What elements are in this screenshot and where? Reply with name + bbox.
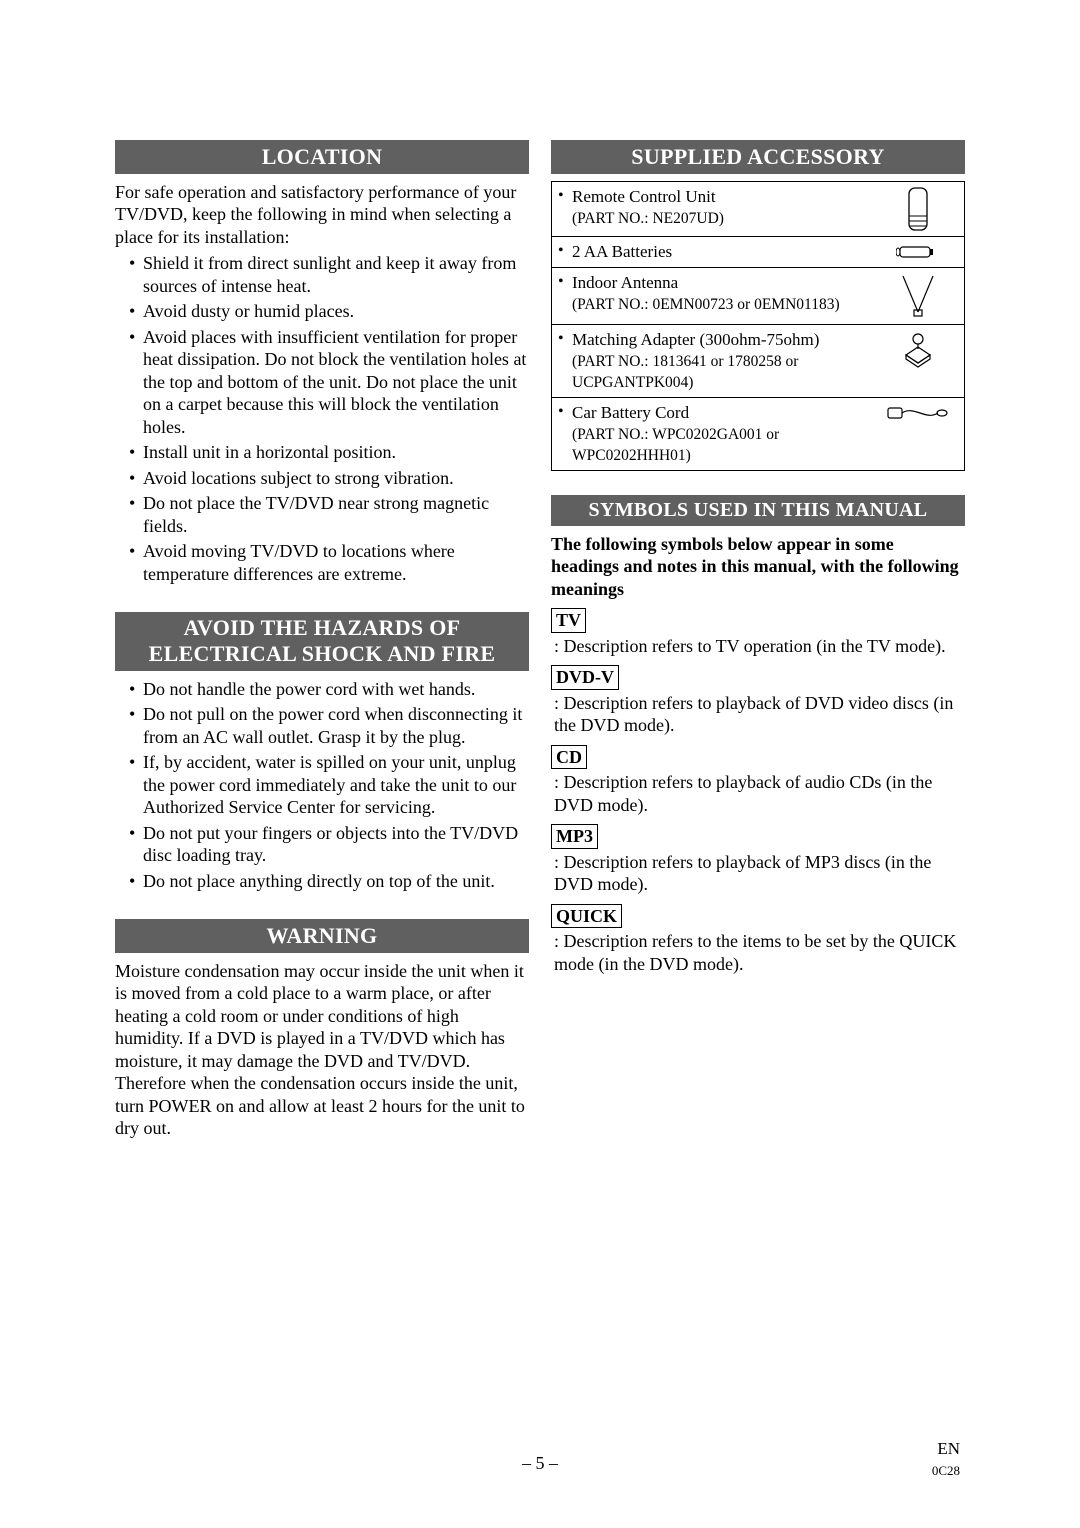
symbol-desc: : Description refers to TV operation (in… — [554, 635, 965, 658]
location-header: LOCATION — [115, 140, 529, 174]
list-item: Avoid dusty or humid places. — [129, 300, 529, 323]
accessory-name: Indoor Antenna — [572, 273, 678, 292]
symbol-desc: : Description refers to playback of audi… — [554, 771, 965, 816]
accessory-name: Remote Control Unit — [572, 187, 716, 206]
supplied-header: SUPPLIED ACCESSORY — [551, 140, 965, 174]
table-row: • Remote Control Unit (PART NO.: NE207UD… — [552, 182, 964, 236]
table-row: • Car Battery Cord (PART NO.: WPC0202GA0… — [552, 397, 964, 470]
symbols-header: SYMBOLS USED IN THIS MANUAL — [551, 495, 965, 526]
location-list: Shield it from direct sunlight and keep … — [115, 252, 529, 585]
warning-body: Moisture condensation may occur inside t… — [115, 960, 529, 1140]
list-item: If, by accident, water is spilled on you… — [129, 751, 529, 819]
symbol-label: QUICK — [551, 904, 622, 929]
page-number: – 5 – — [0, 1452, 1080, 1475]
symbol-label: MP3 — [551, 824, 598, 849]
list-item: Do not put your fingers or objects into … — [129, 822, 529, 867]
battery-icon — [878, 241, 958, 263]
list-item: Shield it from direct sunlight and keep … — [129, 252, 529, 297]
accessory-name: 2 AA Batteries — [572, 242, 672, 261]
symbol-entry: CD : Description refers to playback of a… — [551, 745, 965, 817]
remote-icon — [878, 186, 958, 232]
symbol-label: DVD-V — [551, 665, 619, 690]
list-item: Do not place the TV/DVD near strong magn… — [129, 492, 529, 537]
list-item: Do not place anything directly on top of… — [129, 870, 529, 893]
symbol-entry: MP3 : Description refers to playback of … — [551, 824, 965, 896]
bullet-icon: • — [558, 272, 572, 291]
bullet-icon: • — [558, 402, 572, 421]
list-item: Avoid places with insufficient ventilati… — [129, 326, 529, 439]
hazards-list: Do not handle the power cord with wet ha… — [115, 678, 529, 893]
accessory-name: Matching Adapter (300ohm-75ohm) — [572, 330, 819, 349]
symbol-label: TV — [551, 608, 586, 633]
symbol-entry: DVD-V : Description refers to playback o… — [551, 665, 965, 737]
hazards-header: AVOID THE HAZARDS OF ELECTRICAL SHOCK AN… — [115, 612, 529, 671]
bullet-icon: • — [558, 186, 572, 205]
bullet-icon: • — [558, 329, 572, 348]
antenna-icon — [878, 272, 958, 320]
accessory-partno: (PART NO.: 0EMN00723 or 0EMN01183) — [572, 296, 840, 313]
list-item: Avoid locations subject to strong vibrat… — [129, 467, 529, 490]
bullet-icon: • — [558, 241, 572, 260]
footer-right: EN 0C28 — [932, 1438, 960, 1481]
right-column: SUPPLIED ACCESSORY • Remote Control Unit… — [551, 140, 965, 1144]
list-item: Do not handle the power cord with wet ha… — [129, 678, 529, 701]
footer-lang: EN — [937, 1439, 960, 1458]
symbols-intro: The following symbols below appear in so… — [551, 533, 965, 601]
symbol-label: CD — [551, 745, 587, 770]
location-intro: For safe operation and satisfactory perf… — [115, 181, 529, 249]
accessory-partno: (PART NO.: NE207UD) — [572, 210, 724, 227]
footer-code: 0C28 — [932, 1463, 960, 1478]
adapter-icon — [878, 329, 958, 369]
list-item: Install unit in a horizontal position. — [129, 441, 529, 464]
hazards-title-line2: ELECTRICAL SHOCK AND FIRE — [149, 641, 496, 666]
symbol-entry: TV : Description refers to TV operation … — [551, 608, 965, 657]
accessory-name: Car Battery Cord — [572, 403, 689, 422]
warning-header: WARNING — [115, 919, 529, 953]
symbol-desc: : Description refers to playback of MP3 … — [554, 851, 965, 896]
symbol-entry: QUICK : Description refers to the items … — [551, 904, 965, 976]
accessory-partno: (PART NO.: WPC0202GA001 or WPC0202HHH01) — [572, 426, 779, 464]
hazards-title-line1: AVOID THE HAZARDS OF — [184, 615, 461, 640]
table-row: • Matching Adapter (300ohm-75ohm) (PART … — [552, 324, 964, 397]
list-item: Avoid moving TV/DVD to locations where t… — [129, 540, 529, 585]
left-column: LOCATION For safe operation and satisfac… — [115, 140, 529, 1144]
symbol-desc: : Description refers to the items to be … — [554, 930, 965, 975]
table-row: • 2 AA Batteries — [552, 236, 964, 267]
symbol-desc: : Description refers to playback of DVD … — [554, 692, 965, 737]
table-row: • Indoor Antenna (PART NO.: 0EMN00723 or… — [552, 267, 964, 324]
cord-icon — [878, 402, 958, 424]
accessory-table: • Remote Control Unit (PART NO.: NE207UD… — [551, 181, 965, 471]
list-item: Do not pull on the power cord when disco… — [129, 703, 529, 748]
accessory-partno: (PART NO.: 1813641 or 1780258 or UCPGANT… — [572, 353, 798, 391]
